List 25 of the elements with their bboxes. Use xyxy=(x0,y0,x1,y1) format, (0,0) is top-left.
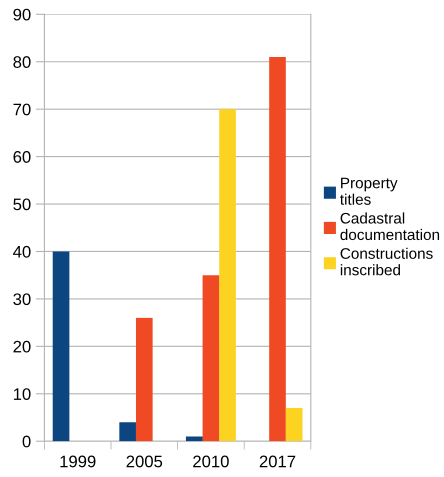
y-tick-label: 90 xyxy=(13,8,31,21)
bar xyxy=(286,408,302,442)
x-tick-label: 1999 xyxy=(60,456,96,468)
x-tick-label: 2005 xyxy=(126,456,162,468)
y-tick-label: 0 xyxy=(22,436,31,448)
y-tick-label: 20 xyxy=(14,340,31,353)
y-tick-label: 60 xyxy=(14,151,31,163)
y-tick-label: 80 xyxy=(13,56,31,68)
bar xyxy=(186,436,203,442)
x-tick-label: 2010 xyxy=(193,456,229,468)
legend-label: Constructions inscribed xyxy=(340,248,433,276)
bar xyxy=(136,318,153,442)
y-tick-label: 50 xyxy=(13,198,31,210)
y-tick-label: 10 xyxy=(14,388,31,400)
legend-label: Cadastral documentation xyxy=(340,212,440,240)
bar xyxy=(269,57,286,442)
y-tick-label: 40 xyxy=(13,246,31,258)
y-tick-label: 70 xyxy=(14,104,31,116)
bar xyxy=(202,275,220,442)
x-tick-label: 2017 xyxy=(260,456,296,468)
bar xyxy=(52,251,70,442)
y-tick-label: 30 xyxy=(13,293,31,306)
bar xyxy=(119,422,136,442)
bar xyxy=(219,109,236,442)
legend-label: Property titles xyxy=(340,178,398,205)
